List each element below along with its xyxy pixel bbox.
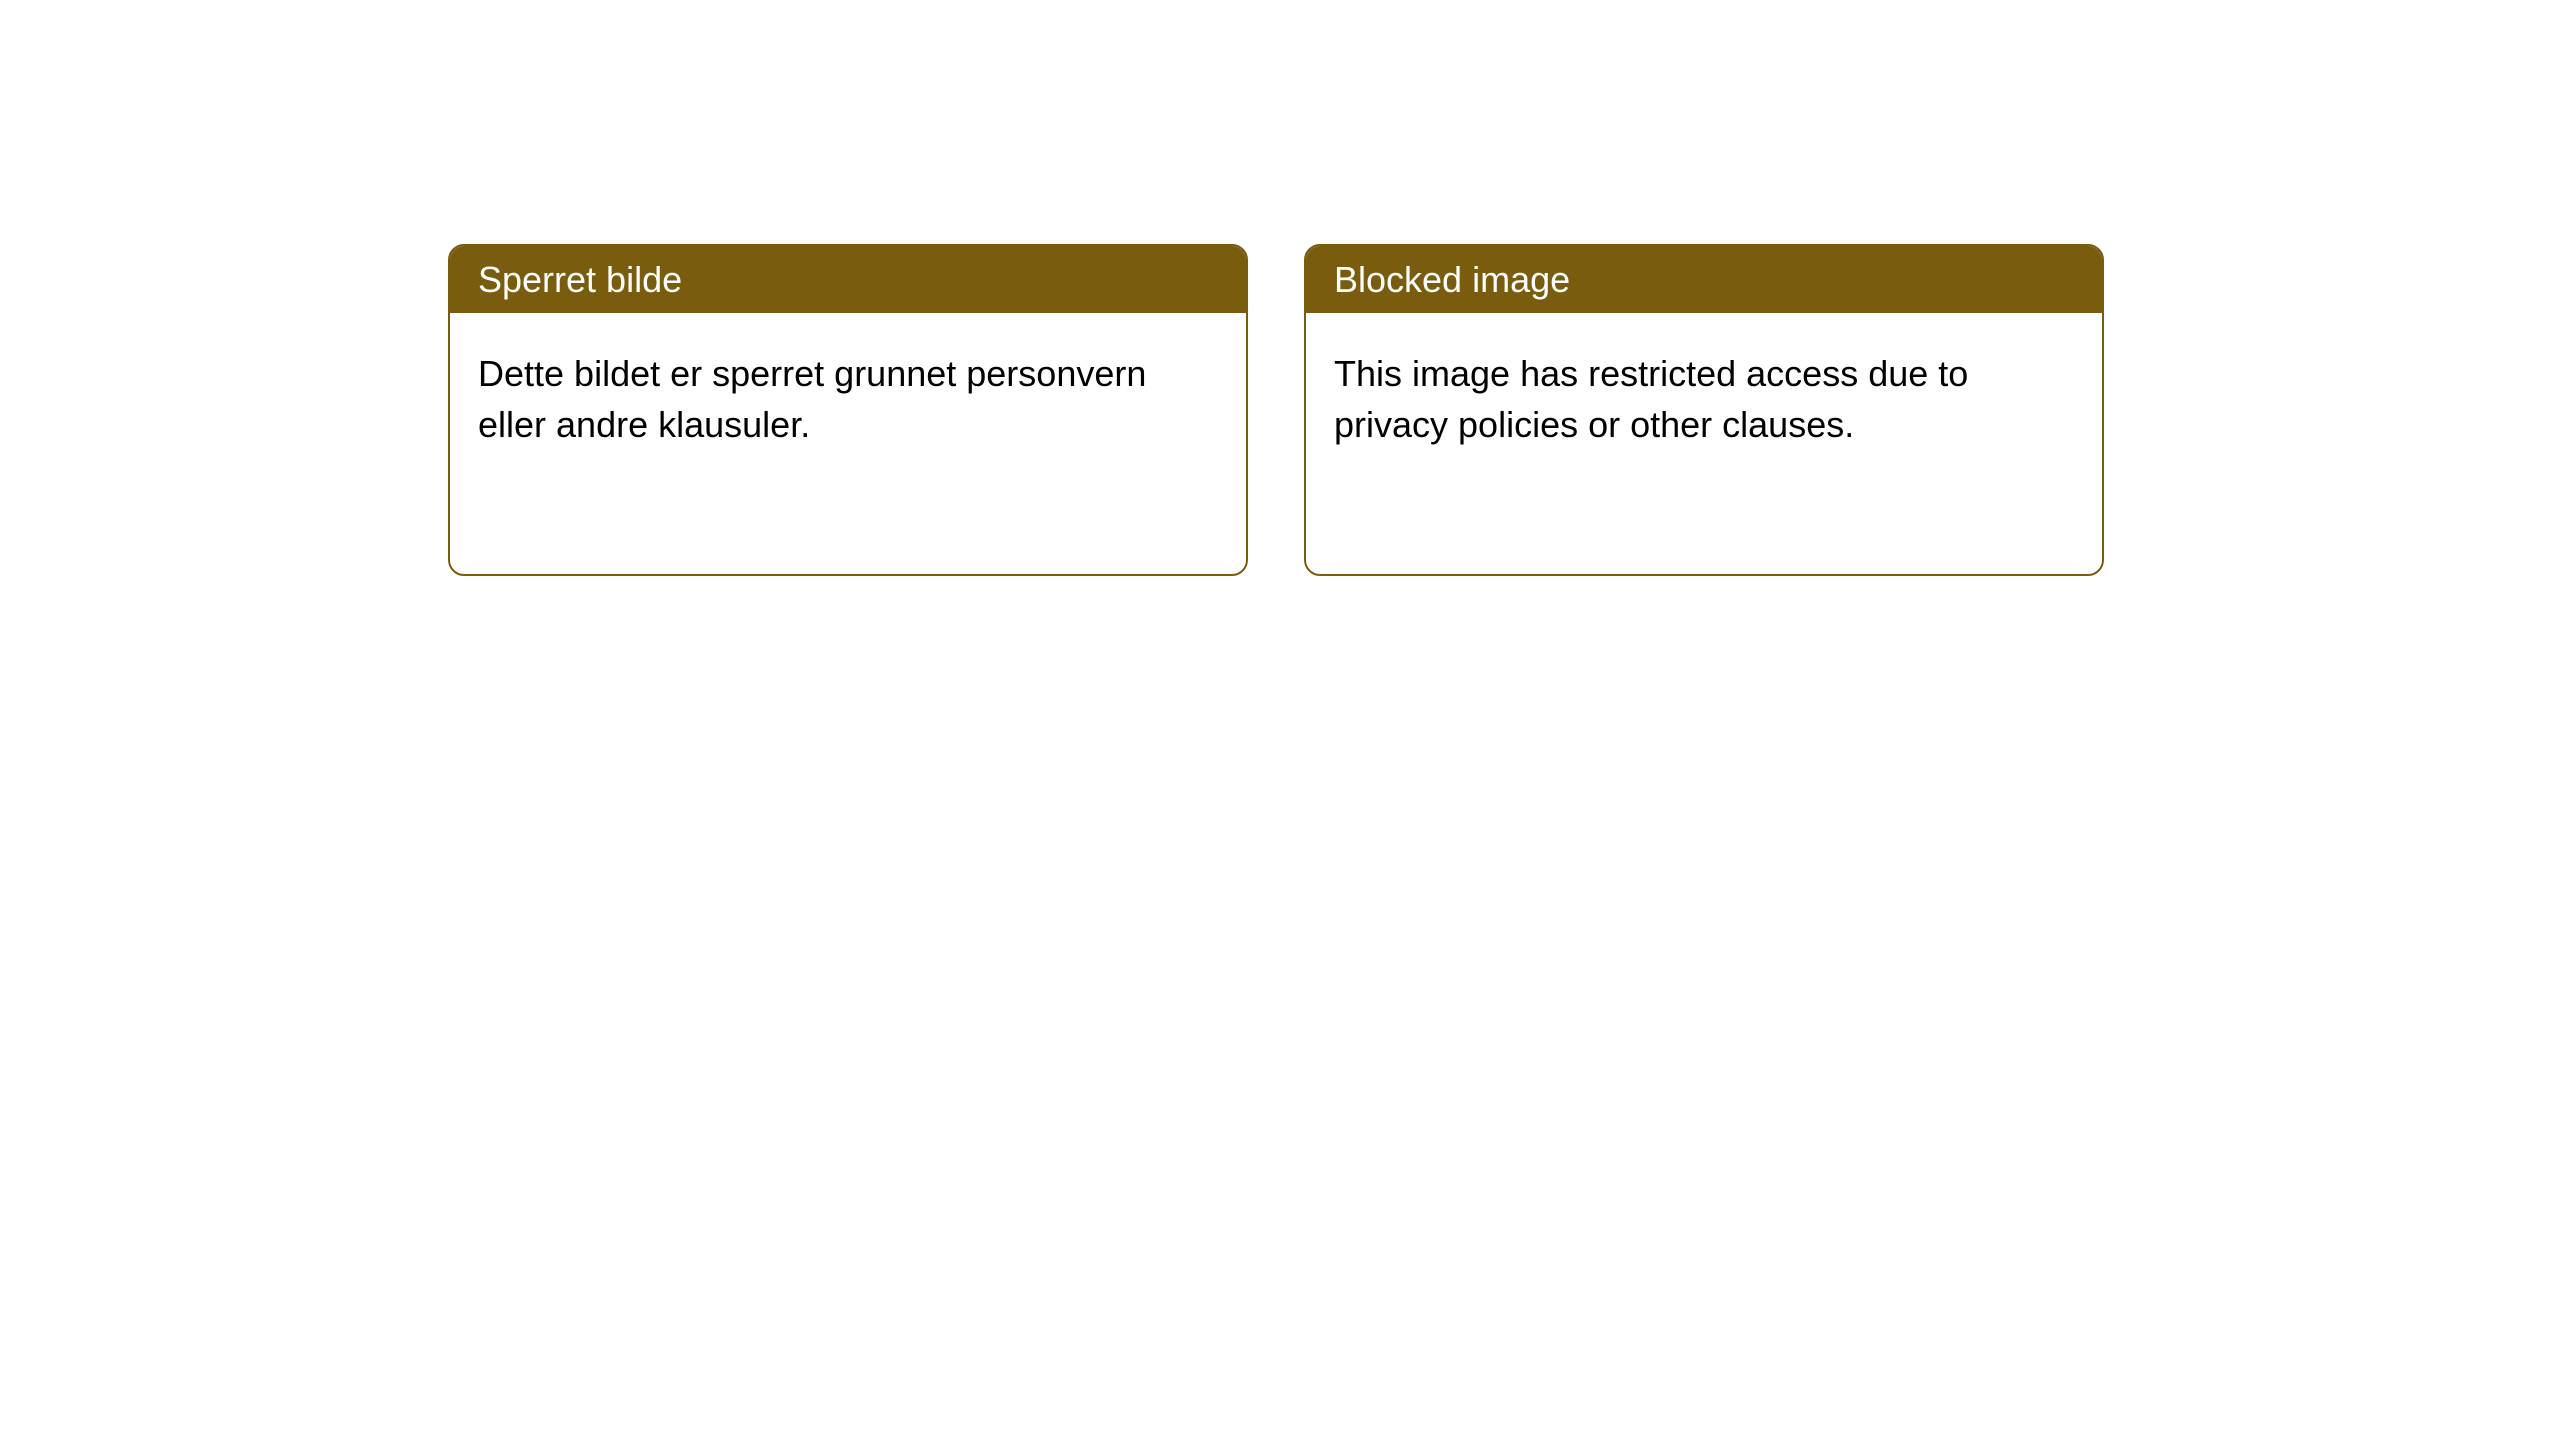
card-header: Blocked image: [1306, 246, 2102, 313]
notice-card-english: Blocked image This image has restricted …: [1304, 244, 2104, 576]
card-body-text: This image has restricted access due to …: [1334, 353, 1968, 444]
card-body: Dette bildet er sperret grunnet personve…: [450, 313, 1246, 486]
card-body-text: Dette bildet er sperret grunnet personve…: [478, 353, 1146, 444]
card-body: This image has restricted access due to …: [1306, 313, 2102, 486]
notice-card-norwegian: Sperret bilde Dette bildet er sperret gr…: [448, 244, 1248, 576]
card-title: Blocked image: [1334, 259, 1570, 300]
card-title: Sperret bilde: [478, 259, 682, 300]
card-header: Sperret bilde: [450, 246, 1246, 313]
notice-cards-container: Sperret bilde Dette bildet er sperret gr…: [448, 244, 2104, 576]
